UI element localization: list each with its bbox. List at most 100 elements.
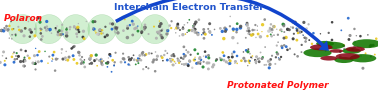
Point (281, 25, 287, 27)
Point (32, 63, 38, 64)
Point (200, 55, 206, 57)
Point (207, 23, 213, 24)
Point (254, 56, 260, 57)
Point (98, 59, 104, 60)
Point (284, 49, 290, 51)
Point (113, 52, 119, 54)
Point (139, 53, 145, 54)
Point (169, 58, 175, 59)
Point (10, 53, 16, 55)
Point (247, 53, 253, 54)
Point (164, 53, 170, 54)
Point (71, 26, 77, 27)
Point (127, 65, 133, 66)
Point (262, 46, 268, 48)
Point (221, 55, 227, 57)
Point (63, 51, 69, 52)
Point (3, 29, 9, 30)
Point (110, 60, 116, 61)
Point (294, 30, 300, 31)
Point (170, 59, 176, 61)
Point (175, 60, 181, 61)
Point (33, 48, 39, 49)
Point (2, 64, 8, 66)
Point (74, 36, 80, 37)
Point (76, 55, 82, 56)
Point (79, 61, 85, 62)
Ellipse shape (35, 15, 63, 44)
Point (202, 33, 208, 35)
Point (21, 59, 27, 61)
Point (154, 55, 160, 57)
Point (2, 60, 8, 62)
Point (183, 49, 189, 51)
Point (257, 52, 263, 53)
Point (105, 62, 111, 63)
Point (93, 54, 99, 56)
Point (253, 63, 259, 64)
Point (321, 45, 327, 47)
Point (175, 23, 181, 25)
Point (124, 37, 130, 38)
Point (130, 34, 136, 36)
Point (183, 33, 189, 35)
Point (278, 56, 284, 58)
Point (112, 62, 118, 63)
Point (229, 56, 235, 58)
Point (125, 64, 132, 65)
Point (104, 34, 110, 36)
Point (109, 28, 115, 30)
Point (25, 55, 31, 56)
Point (186, 60, 192, 62)
Point (164, 29, 170, 31)
Point (11, 28, 17, 30)
Point (262, 64, 268, 66)
Point (369, 45, 375, 47)
Point (186, 19, 192, 21)
Point (67, 26, 73, 28)
Point (172, 29, 178, 30)
Point (352, 47, 358, 48)
Point (222, 31, 228, 32)
Point (0, 51, 6, 53)
Point (34, 54, 40, 56)
Point (271, 34, 277, 36)
Ellipse shape (346, 47, 365, 52)
Point (100, 33, 106, 34)
Point (79, 56, 85, 58)
Point (300, 34, 306, 36)
Point (78, 63, 84, 64)
Point (353, 35, 359, 36)
Point (192, 59, 198, 60)
Point (143, 54, 149, 55)
Point (135, 30, 141, 32)
FancyArrowPatch shape (115, 0, 329, 51)
Point (203, 56, 209, 58)
Point (245, 28, 251, 29)
Point (303, 38, 309, 39)
Point (37, 30, 43, 31)
Point (107, 55, 113, 57)
Point (234, 23, 240, 24)
Point (290, 27, 296, 28)
Point (22, 60, 28, 62)
Point (268, 34, 274, 35)
Point (75, 23, 81, 24)
Point (113, 27, 119, 29)
Point (127, 59, 133, 60)
Point (32, 28, 38, 30)
Point (60, 58, 66, 60)
Point (257, 36, 263, 37)
Point (243, 50, 249, 51)
Point (107, 54, 113, 55)
Ellipse shape (316, 41, 334, 47)
Point (30, 62, 36, 64)
Point (64, 32, 70, 33)
Point (158, 35, 164, 36)
Point (44, 26, 50, 27)
Point (153, 59, 160, 60)
Point (97, 61, 103, 62)
Point (247, 34, 253, 35)
Point (146, 68, 152, 69)
Point (287, 48, 293, 49)
